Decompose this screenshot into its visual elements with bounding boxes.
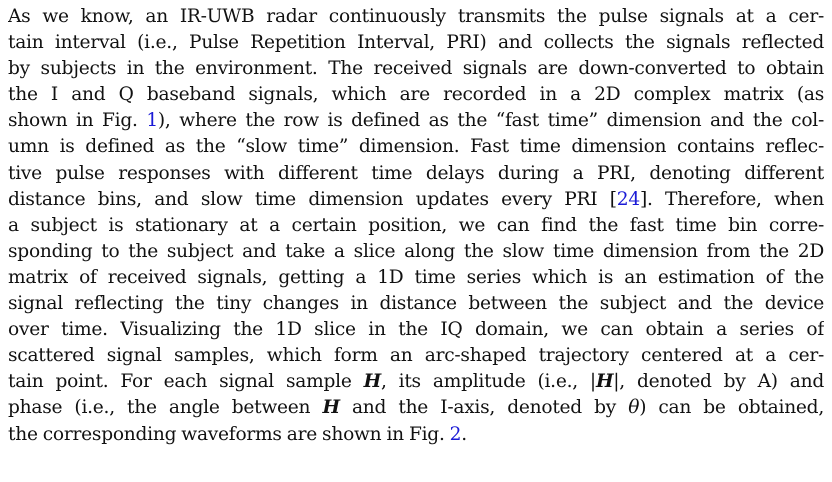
text-line: by subjects in the environment. The rece… — [8, 58, 824, 80]
text-line: phase (i.e., the angle between H and the… — [8, 395, 824, 421]
citation-24-link[interactable]: 24 — [616, 188, 640, 210]
text-line: matrix of received signals, getting a 1D… — [8, 266, 824, 288]
text-line: tain point. For each signal sample H, it… — [8, 369, 824, 395]
body-paragraph: As we know, an IR-UWB radar continuously… — [8, 4, 824, 448]
math-symbol-H: H — [363, 371, 382, 393]
text-segment: phase (i.e., the angle between — [8, 397, 323, 419]
text-segment: |, denoted by A) and — [613, 371, 824, 393]
text-line: tive pulse responses with different time… — [8, 162, 824, 184]
figure-1-link[interactable]: 1 — [146, 110, 158, 132]
text-line: scattered signal samples, which form an … — [8, 345, 824, 367]
text-line: sponding to the subject and take a slice… — [8, 240, 824, 262]
text-line: tain interval (i.e., Pulse Repetition In… — [8, 32, 824, 54]
text-segment: tain point. For each signal sample — [8, 371, 364, 393]
text-segment: and the I-axis, denoted by — [339, 397, 629, 419]
math-symbol-H: H — [595, 371, 614, 393]
text-segment: . — [461, 423, 467, 445]
text-line: the corresponding waveforms are shown in… — [8, 422, 824, 448]
text-line: signal reflecting the tiny changes in di… — [8, 293, 824, 315]
text-line: the I and Q baseband signals, which are … — [8, 84, 824, 106]
text-line: shown in Fig. 1), where the row is defin… — [8, 108, 824, 134]
figure-2-link[interactable]: 2 — [449, 423, 462, 445]
text-line: As we know, an IR-UWB radar continuously… — [8, 6, 824, 27]
text-segment: ]. Therefore, when — [639, 188, 824, 210]
text-segment: ), where the row is defined as the “fast… — [157, 110, 824, 132]
math-symbol-theta: θ — [628, 397, 640, 419]
text-segment: , its amplitude (i.e., | — [380, 371, 596, 393]
text-segment: shown in Fig. — [8, 110, 147, 132]
text-line: a subject is stationary at a certain pos… — [8, 214, 824, 236]
text-line: over time. Visualizing the 1D slice in t… — [8, 319, 824, 341]
text-segment: ) can be obtained, — [639, 397, 824, 419]
math-symbol-H: H — [322, 397, 340, 419]
text-line: umn is defined as the “slow time” dimens… — [8, 136, 824, 158]
text-segment: the corresponding waveforms are shown in… — [8, 423, 450, 445]
text-line: distance bins, and slow time dimension u… — [8, 187, 824, 213]
text-segment: distance bins, and slow time dimension u… — [8, 188, 617, 210]
